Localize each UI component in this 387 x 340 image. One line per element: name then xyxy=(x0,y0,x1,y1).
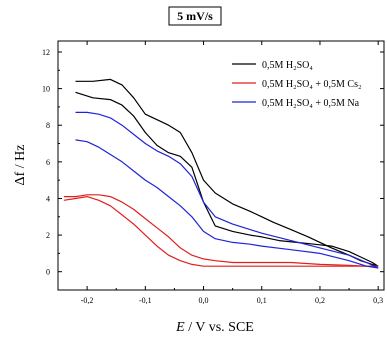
y-axis: 0 2 4 6 8 10 12 xyxy=(42,48,384,277)
series-line xyxy=(63,194,379,267)
y-tick-label: 12 xyxy=(42,48,50,57)
series-line xyxy=(63,196,379,267)
y-tick-label: 4 xyxy=(46,194,50,203)
legend-label: 0,5M H₂SO₄ + 0,5M Na xyxy=(262,98,360,109)
series-line xyxy=(75,91,379,267)
y-tick-label: 6 xyxy=(46,158,50,167)
series-line xyxy=(75,139,379,269)
chart-title: 5 mV/s xyxy=(177,9,213,23)
legend-label: 0,5M H₂SO₄ + 0,5M Cs₂ xyxy=(262,79,361,90)
legend: 0,5M H₂SO₄ 0,5M H₂SO₄ + 0,5M Cs₂ 0,5M H₂SO… xyxy=(232,60,361,109)
plot-frame xyxy=(57,40,385,291)
y-tick-label: 8 xyxy=(46,121,50,130)
x-tick-label: -0,1 xyxy=(139,296,152,305)
series-line xyxy=(75,78,379,267)
y-axis-label: Δf / Hz xyxy=(13,145,28,186)
x-tick-label: 0,3 xyxy=(373,296,383,305)
chart-title-box: 5 mV/s xyxy=(168,6,222,26)
legend-label: 0,5M H₂SO₄ xyxy=(262,60,313,71)
x-tick-label: 0,1 xyxy=(257,296,267,305)
x-axis: -0,2 -0,1 0,0 0,1 0,2 0,3 xyxy=(81,41,383,305)
x-tick-label: -0,2 xyxy=(81,296,94,305)
series-line xyxy=(75,111,379,269)
x-axis-label: E / V vs. SCE xyxy=(175,320,254,335)
x-tick-label: 0,0 xyxy=(199,296,209,305)
y-tick-label: 0 xyxy=(46,268,50,277)
y-tick-label: 10 xyxy=(42,85,50,94)
x-axis-label-symbol: E xyxy=(175,320,185,335)
x-axis-label-rest: / V vs. SCE xyxy=(185,320,254,335)
y-tick-label: 2 xyxy=(46,231,50,240)
series-lines xyxy=(63,78,379,269)
x-tick-label: 0,2 xyxy=(315,296,325,305)
